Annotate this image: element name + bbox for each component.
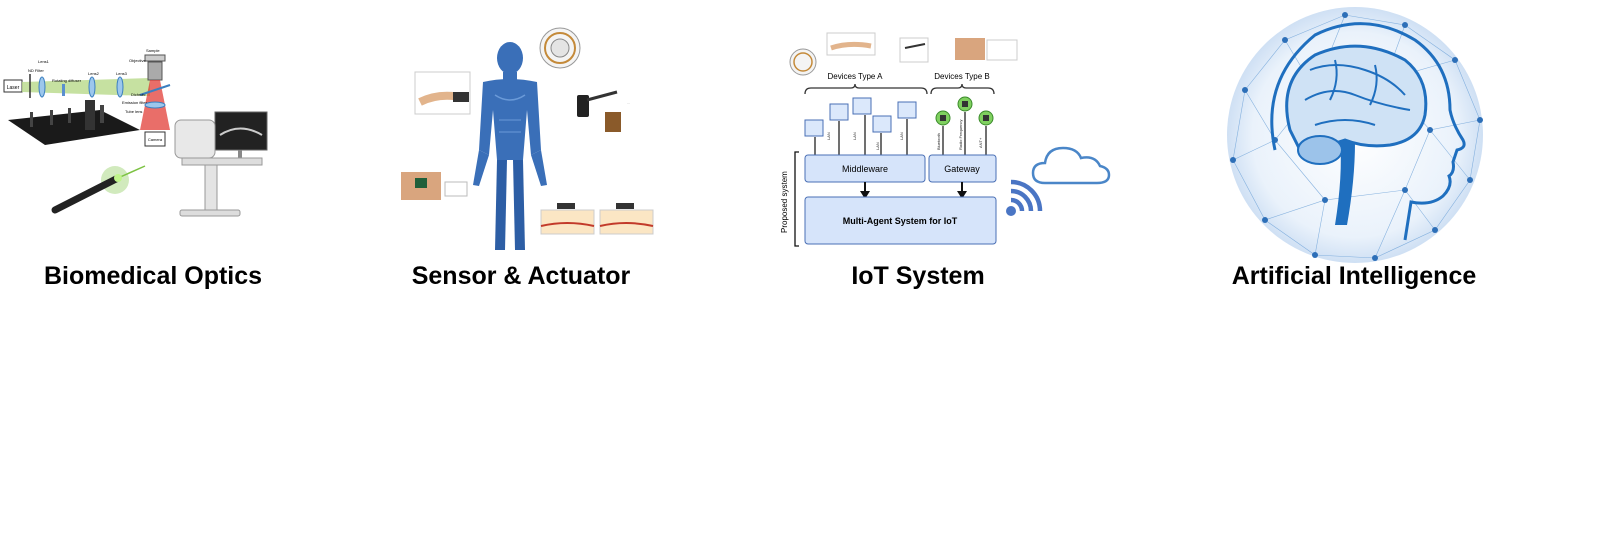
smartphone-actuator-photo: ··· [577,90,630,132]
artificial-intelligence-illustration [1227,7,1483,263]
contact-lens-sensor-photo [539,27,581,69]
svg-text:Radio Frequency: Radio Frequency [958,120,963,150]
multi-agent-system-box [804,196,997,245]
oct-device-photo [174,111,268,217]
wifi-icon [1006,179,1043,216]
brace-type-b [930,83,995,95]
optical-setup-schematic: Laser ND Filter Lens1 Rotating diffuser … [3,48,171,147]
brace-type-a [804,83,928,95]
optical-table-photo [8,100,140,145]
label-lens2: Lens2 [88,71,100,76]
sensor-actuator-illustration: ··· [401,27,654,250]
label-devices-type-a: Devices Type A [828,72,884,81]
caption-artificial-intelligence: Artificial Intelligence [1231,262,1477,290]
svg-text:LAN: LAN [899,132,904,140]
label-devices-type-b: Devices Type B [934,72,989,81]
arm-patch-photo [401,172,468,200]
svg-text:···: ··· [627,101,630,105]
laser-pointer-photo [51,165,146,214]
skin-cross-section-photos [540,203,654,235]
wrist-sensor-photo [414,71,471,115]
proposed-system-label: Proposed system [780,171,789,233]
label-laser: Laser [7,85,20,91]
human-body-figure [473,42,547,250]
svg-text:LAN: LAN [875,142,880,150]
svg-text:Bluetooth: Bluetooth [936,133,941,150]
label-camera: Camera [148,137,163,142]
label-tube-lens: Tube lens [125,109,142,114]
proposed-system-bracket [794,151,799,247]
biomedical-optics-illustration: Laser ND Filter Lens1 Rotating diffuser … [3,48,268,217]
cloud-icon [1031,146,1111,185]
down-arrows [860,182,967,199]
svg-text:LAN: LAN [852,132,857,140]
gateway-label: Gateway [944,164,980,174]
wireless-device-icons [935,96,994,126]
caption-iot-system: IoT System [851,262,985,290]
caption-biomedical-optics: Biomedical Optics [43,262,263,290]
svg-text:LAN: LAN [826,132,831,140]
cerebellum [1297,135,1343,165]
head-profile [1270,22,1466,241]
caption-sensor-actuator: Sensor & Actuator [411,262,631,290]
label-objective: Objective [129,58,146,63]
middleware-label: Middleware [842,164,888,174]
connector-lines [814,112,987,155]
lan-device-icons [804,97,917,137]
label-emission-filter: Emission filter [122,100,148,105]
device-thumbnails [789,32,1018,76]
link-labels: LAN LAN LAN LAN Bluetooth Radio Frequenc… [826,120,983,150]
svg-text:ANT+: ANT+ [978,137,983,148]
brain-folds [1304,59,1411,126]
iot-system-diagram: Devices Type A Devices Type B LAN LAN LA… [780,32,1111,247]
label-sample: Sample [146,48,160,53]
label-lens1: Lens1 [38,59,50,64]
label-dichroic: Dichroic [131,92,145,97]
label-nd-filter: ND Filter [28,68,44,73]
label-lens3: Lens3 [116,71,128,76]
multi-agent-system-label: Multi-Agent System for IoT [843,216,958,226]
label-rotating-diffuser: Rotating diffuser [52,78,82,83]
brainstem [1335,140,1355,225]
